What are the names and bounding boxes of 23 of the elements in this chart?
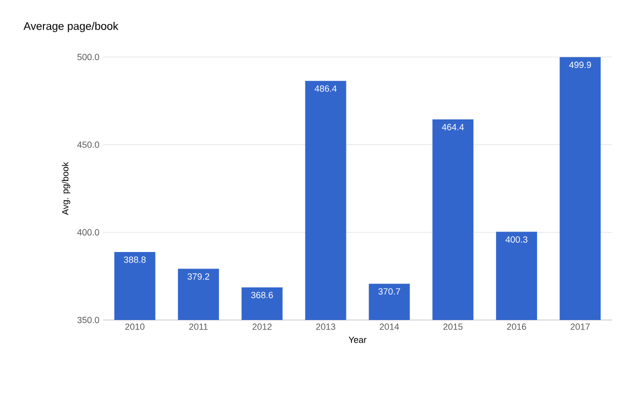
x-tick-label: 2016 [507,324,526,330]
data-label: 464.4 [442,124,464,130]
y-axis-title: Avg. pg/book [62,162,70,215]
data-label: 370.7 [378,288,400,295]
chart-title: Average page/book [24,22,118,32]
y-tick-label: 450.0 [77,141,100,148]
data-label: 499.9 [569,62,591,68]
y-tick-label: 400.0 [77,229,100,236]
data-label: 388.8 [124,256,146,263]
y-tick-label: 500.0 [77,54,100,60]
x-tick-label: 2014 [380,324,400,330]
x-tick-label: 2013 [316,324,336,330]
x-tick-label: 2012 [252,324,272,330]
data-label: 486.4 [314,85,337,92]
x-tick-label: 2017 [570,324,590,330]
x-tick-label: 2010 [125,324,144,330]
data-label: 368.6 [251,292,273,298]
y-tick-label: 350.0 [77,316,100,324]
data-label: 379.2 [188,273,210,280]
x-axis-title: Year [348,336,366,343]
x-tick-label: 2011 [189,324,208,330]
data-label: 400.3 [506,236,528,243]
x-tick-label: 2015 [443,324,463,330]
